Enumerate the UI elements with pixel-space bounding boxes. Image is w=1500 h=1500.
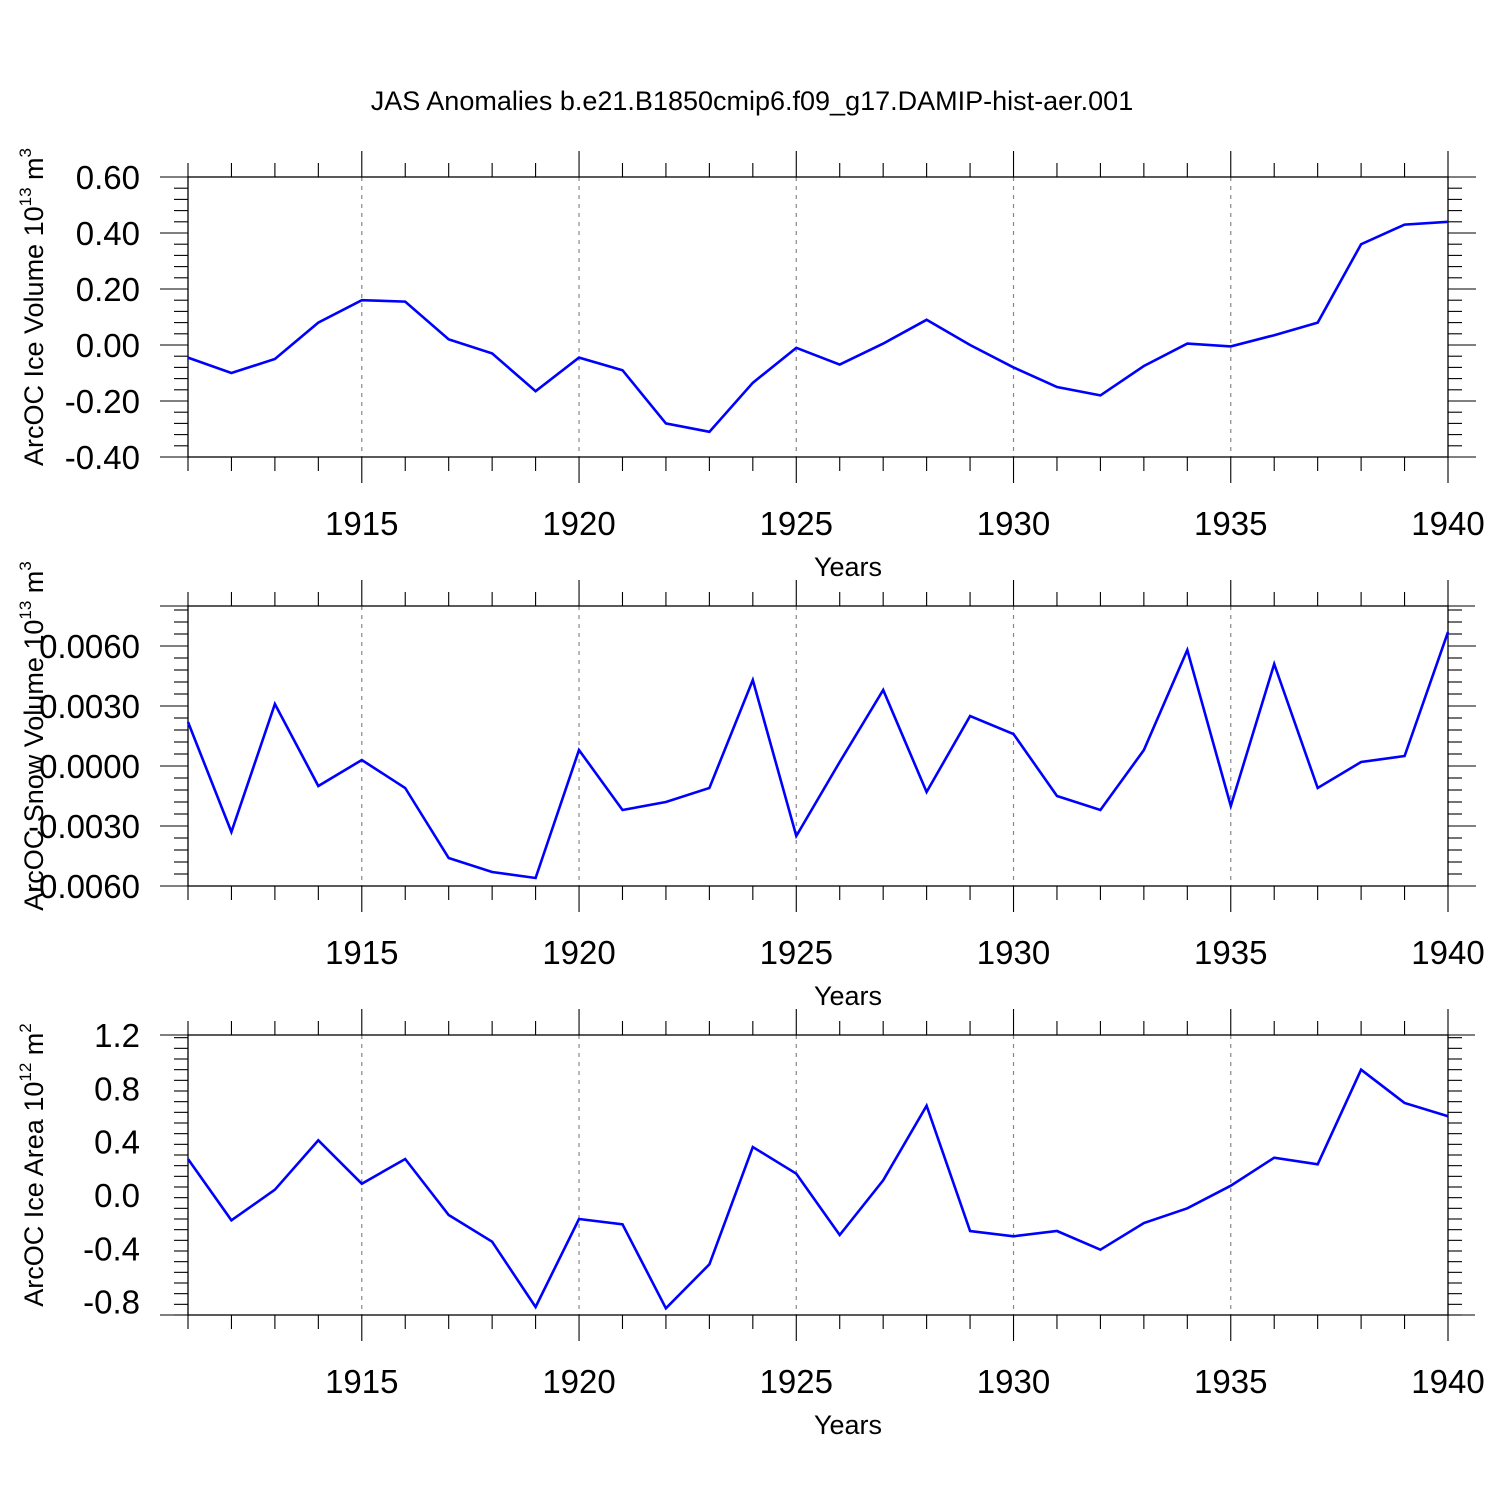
x-tick-label: 1935 [1194, 934, 1267, 971]
x-tick-label: 1920 [542, 1363, 615, 1400]
panel-1: 1915 1920 1925 1930 1935 1940 Years -0.40 -0.20 0… [16, 148, 1485, 582]
y-tick-label: -0.8 [83, 1284, 140, 1321]
series-line [187, 220, 1449, 434]
y-tick-label: 0.0 [94, 1177, 140, 1214]
series-line [186, 631, 1450, 880]
y-tick-label: -0.0060 [28, 868, 140, 905]
chart-title: JAS Anomalies b.e21.B1850cmip6.f09_g17.D… [371, 86, 1133, 116]
x-tick-label: 1915 [325, 505, 398, 542]
y-tick-label: 0.0060 [39, 628, 140, 665]
x-tick-label: 1915 [325, 934, 398, 971]
x-tick-label: 1940 [1411, 1363, 1484, 1400]
x-tick-label: 1940 [1411, 505, 1484, 542]
y-axis-label: ArcOC Ice Volume 1013 m3 [16, 148, 49, 466]
y-tick-label: 0.8 [94, 1070, 140, 1107]
x-axis-label: Years [814, 552, 882, 582]
y-tick-label: -0.4 [83, 1230, 140, 1267]
x-tick-label: 1920 [542, 934, 615, 971]
series-line [186, 1067, 1449, 1311]
y-tick-label: 0.0030 [39, 688, 140, 725]
plot-frame [187, 176, 1449, 458]
x-tick-label: 1930 [977, 934, 1050, 971]
y-axis-label: ArcOC Ice Area 1012 m2 [16, 1023, 49, 1307]
y-tick-label: 0.00 [76, 327, 140, 364]
x-axis-label: Years [814, 1410, 882, 1440]
x-tick-label: 1925 [760, 1363, 833, 1400]
plot-frame [187, 1034, 1449, 1316]
y-axis-label: ArcOC Snow Volume 1013 m3 [16, 561, 49, 911]
x-tick-label: 1925 [760, 934, 833, 971]
y-tick-label: 0.0000 [39, 748, 140, 785]
y-tick-label: 0.60 [76, 159, 140, 196]
x-tick-label: 1925 [760, 505, 833, 542]
y-tick-label: 0.20 [76, 271, 140, 308]
y-tick-label: -0.0030 [28, 808, 140, 845]
panel-2: 1915 1920 1925 1930 1935 1940 Years -0.0060 -0.0… [16, 561, 1485, 1011]
y-tick-label: 1.2 [94, 1017, 140, 1054]
x-tick-label: 1935 [1194, 505, 1267, 542]
x-tick-label: 1930 [977, 505, 1050, 542]
x-tick-label: 1915 [325, 1363, 398, 1400]
panel-3: 1915 1920 1925 1930 1935 1940 Years -0.8 -0.4 0.0… [16, 1009, 1485, 1440]
y-tick-label: 0.4 [94, 1124, 140, 1161]
x-axis-label: Years [814, 981, 882, 1011]
x-tick-label: 1930 [977, 1363, 1050, 1400]
x-tick-label: 1920 [542, 505, 615, 542]
x-tick-label: 1940 [1411, 934, 1484, 971]
plot-frame [187, 605, 1449, 887]
y-tick-label: 0.40 [76, 215, 140, 252]
y-tick-label: -0.40 [65, 439, 140, 476]
x-tick-label: 1935 [1194, 1363, 1267, 1400]
y-tick-label: -0.20 [65, 383, 140, 420]
